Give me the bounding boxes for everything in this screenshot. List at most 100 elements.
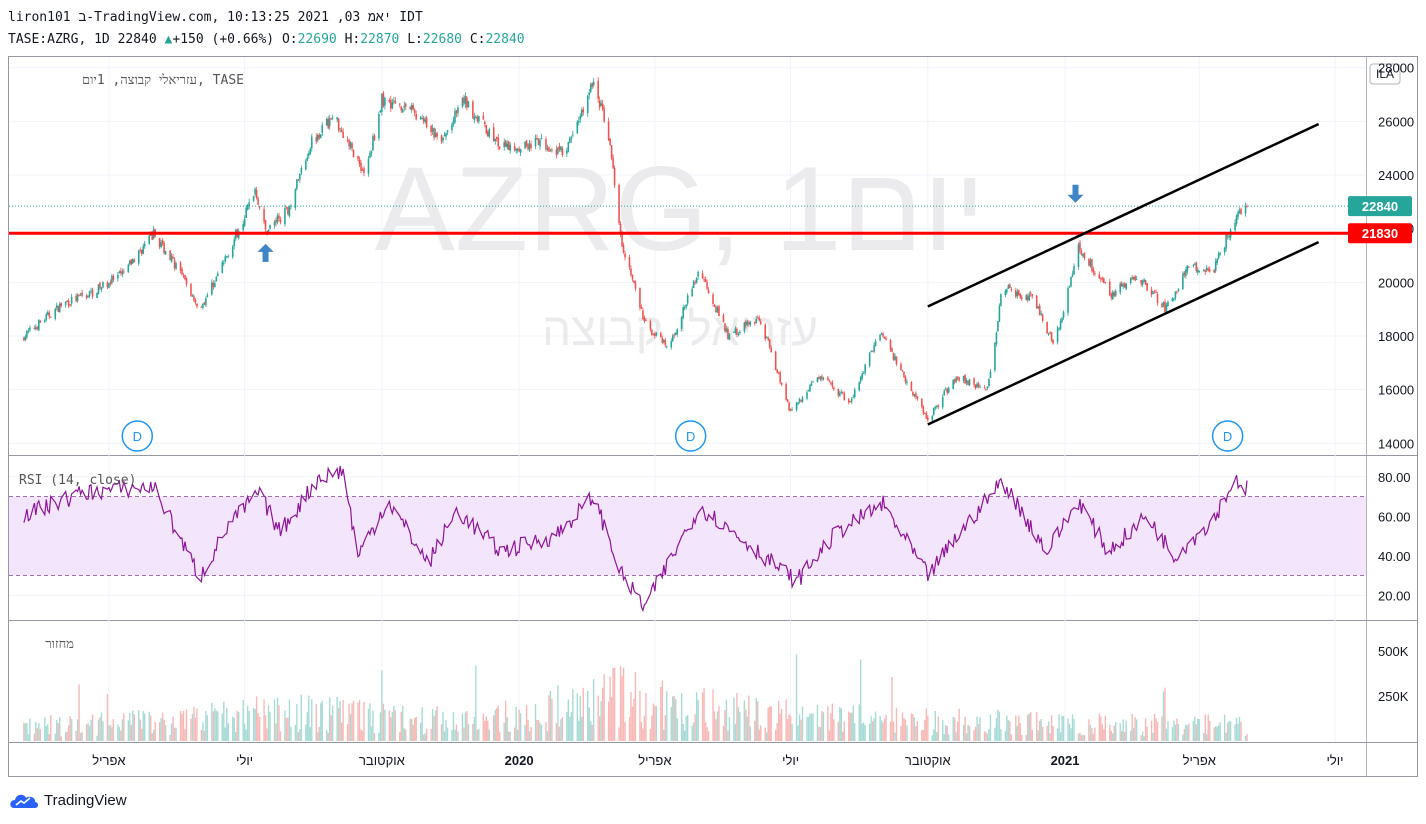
candle-body <box>367 158 370 174</box>
volume-bar <box>561 717 564 741</box>
volume-bar <box>507 731 510 741</box>
candle-body <box>566 150 568 154</box>
volume-bar <box>734 724 737 741</box>
volume-bar <box>23 722 25 741</box>
price-axis-label: 16000 <box>1378 383 1414 398</box>
volume-bar <box>1237 723 1239 741</box>
candle-body <box>870 351 872 352</box>
high-value: 22870 <box>360 32 400 47</box>
candle-body <box>1208 269 1211 272</box>
volume-bar <box>892 721 895 741</box>
candle-body <box>864 364 866 373</box>
volume-bar <box>666 691 668 741</box>
rsi-legend: RSI (14, close) <box>19 473 136 488</box>
candle-body <box>1006 289 1008 293</box>
time-axis-label: אוקטובר <box>359 753 405 768</box>
candle-body <box>986 386 989 389</box>
candle-body <box>891 348 893 352</box>
candle-body <box>1119 283 1122 293</box>
candle-body <box>1205 267 1208 271</box>
candle-body <box>1174 291 1177 298</box>
price-axis-label: 24000 <box>1378 168 1414 183</box>
arrow-up-icon[interactable] <box>257 243 274 262</box>
candle-body <box>882 333 884 337</box>
volume-bar <box>1235 717 1238 741</box>
candle-body <box>1031 294 1034 297</box>
candle-body <box>868 352 871 366</box>
candle-body <box>1073 266 1075 275</box>
dividend-marker-icon[interactable] <box>674 420 707 452</box>
candle-body <box>378 114 380 139</box>
volume-bar <box>509 731 511 741</box>
candle-body <box>989 371 992 378</box>
volume-bar <box>868 723 871 741</box>
candle-body <box>36 327 39 329</box>
volume-bar <box>27 734 30 741</box>
candle-body <box>1182 273 1184 290</box>
candle-body <box>589 84 592 92</box>
candle-body <box>263 209 265 222</box>
volume-bar <box>1079 732 1081 741</box>
channel-upper-line[interactable] <box>927 122 1320 308</box>
candle-body <box>1067 287 1069 313</box>
candle-body <box>561 148 564 156</box>
candle-body <box>853 389 856 398</box>
channel-lower-line[interactable] <box>927 240 1320 426</box>
volume-bar <box>1164 687 1166 741</box>
arrow-down-icon[interactable] <box>1067 184 1084 203</box>
volume-bar <box>431 709 434 741</box>
candle-body <box>401 109 404 113</box>
close-label: C: <box>469 32 486 47</box>
volume-bar <box>851 712 853 741</box>
volume-bar <box>321 700 323 741</box>
candle-body <box>1000 294 1002 306</box>
currency-badge[interactable] <box>1369 63 1401 85</box>
candle-body <box>309 148 312 154</box>
volume-bar <box>955 732 957 741</box>
volume-bar <box>1134 717 1136 741</box>
candle-body <box>351 143 353 149</box>
brand-name: TradingView <box>44 791 127 809</box>
candle-body <box>33 327 36 329</box>
volume-bar <box>185 709 188 741</box>
volume-bar <box>600 701 602 741</box>
candle-body <box>1155 291 1157 293</box>
dividend-marker-icon[interactable] <box>121 420 154 452</box>
candle-body <box>597 80 599 99</box>
dividend-marker-icon[interactable] <box>1211 420 1244 452</box>
volume-bar <box>1183 728 1186 741</box>
candle-body <box>600 103 602 106</box>
volume-bar <box>1225 732 1227 741</box>
candle-body <box>369 152 371 158</box>
candle-body <box>974 384 977 389</box>
volume-bar <box>1070 728 1072 741</box>
volume-bar <box>1100 716 1102 741</box>
candle-body <box>871 350 874 352</box>
volume-bar <box>305 724 307 741</box>
candle-body <box>1100 278 1102 280</box>
volume-bar <box>64 732 67 741</box>
volume-bar <box>402 705 404 741</box>
tradingview-logo[interactable]: TradingView <box>8 790 127 810</box>
candle-body <box>164 250 167 255</box>
candle-body <box>461 98 464 107</box>
candle-body <box>861 373 863 379</box>
volume-bar <box>1192 721 1195 741</box>
candle-body <box>812 381 814 383</box>
volume-bar <box>1182 734 1184 741</box>
candle-body <box>900 364 902 371</box>
candle-body <box>800 400 802 401</box>
volume-bar <box>633 698 635 741</box>
candle-body <box>548 147 550 152</box>
volume-bar <box>947 734 950 741</box>
main-pane-legend: עזריאלי קבוצה, 1יום, TASE <box>82 73 244 88</box>
candle-body <box>998 305 1001 322</box>
candle-body <box>172 257 174 259</box>
candle-body <box>148 235 151 244</box>
candle-body <box>849 401 852 403</box>
volume-bar <box>953 717 956 741</box>
candle-body <box>87 295 89 298</box>
candle-body <box>488 129 491 137</box>
volume-bar <box>127 720 130 741</box>
